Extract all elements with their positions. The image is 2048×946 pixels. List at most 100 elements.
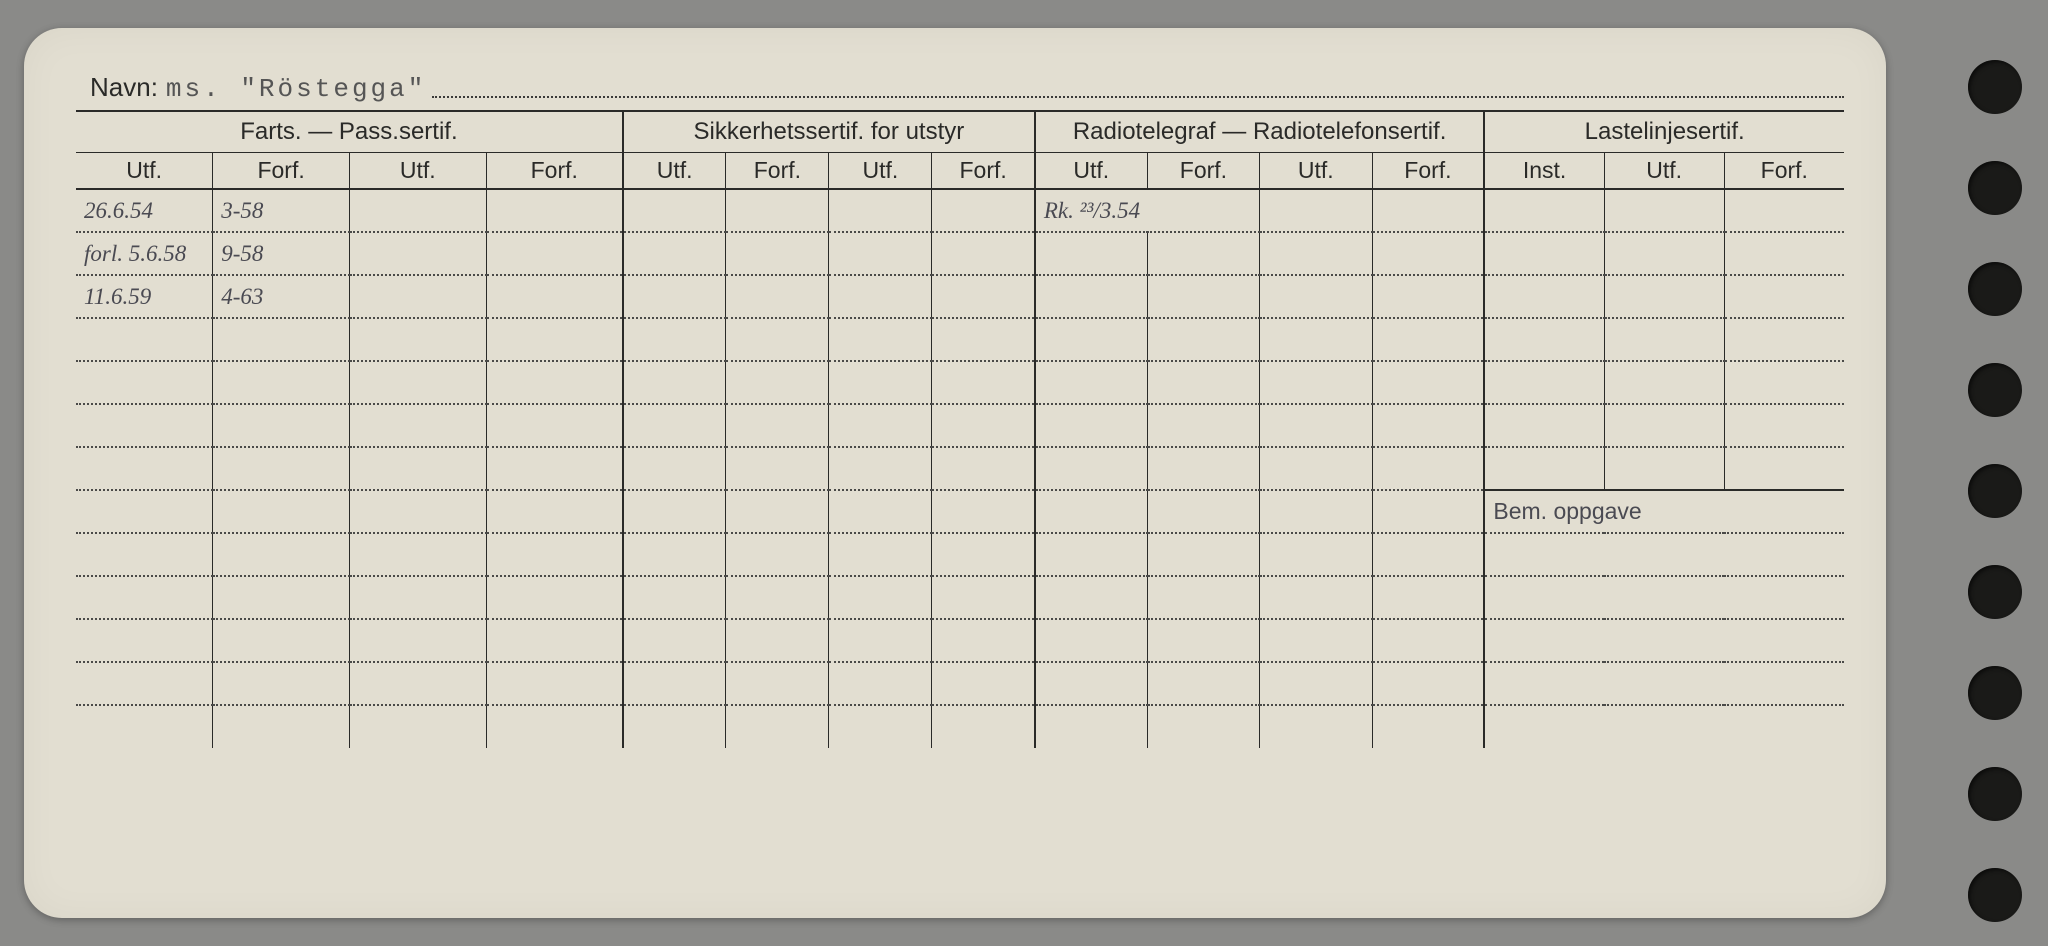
card-content: Navn: ms. "Röstegga" Farts. — Pass.serti… <box>76 72 1844 748</box>
table-row: 26.6.54 3-58 Rk. ²³/3.54 <box>76 189 1844 232</box>
navn-row: Navn: ms. "Röstegga" <box>76 72 1844 104</box>
cell <box>1035 232 1147 275</box>
cell: forl. 5.6.58 <box>76 232 213 275</box>
cell <box>829 232 932 275</box>
col-utf: Utf. <box>1604 153 1724 190</box>
cell <box>349 189 486 232</box>
col-forf: Forf. <box>1372 153 1484 190</box>
group-laste: Lastelinjesertif. <box>1484 111 1844 153</box>
col-utf: Utf. <box>349 153 486 190</box>
cell <box>1484 275 1604 318</box>
bem-cell <box>1484 619 1844 662</box>
hole-icon <box>1968 60 2022 114</box>
cell <box>1724 232 1844 275</box>
table-row <box>76 447 1844 490</box>
hole-icon <box>1968 464 2022 518</box>
col-inst: Inst. <box>1484 153 1604 190</box>
table-row <box>76 619 1844 662</box>
table-row: 11.6.59 4-63 <box>76 275 1844 318</box>
col-utf: Utf. <box>623 153 726 190</box>
col-utf: Utf. <box>829 153 932 190</box>
cell <box>1604 232 1724 275</box>
hole-icon <box>1968 262 2022 316</box>
cell <box>1260 232 1372 275</box>
col-utf: Utf. <box>1260 153 1372 190</box>
table-row <box>76 404 1844 447</box>
table-row <box>76 318 1844 361</box>
cell <box>829 275 932 318</box>
table-row <box>76 576 1844 619</box>
cell <box>1372 189 1484 232</box>
bem-cell <box>1484 576 1844 619</box>
navn-underline <box>432 96 1844 98</box>
navn-label: Navn: <box>90 72 158 103</box>
table-row <box>76 705 1844 748</box>
cell: 4-63 <box>213 275 350 318</box>
cell <box>1372 275 1484 318</box>
cell <box>486 275 623 318</box>
cell <box>1724 275 1844 318</box>
col-utf: Utf. <box>1035 153 1147 190</box>
cell <box>1372 232 1484 275</box>
certificate-table: Farts. — Pass.sertif. Sikkerhetssertif. … <box>76 110 1844 748</box>
cell <box>486 232 623 275</box>
cell <box>932 189 1035 232</box>
cell <box>1260 275 1372 318</box>
cell <box>932 275 1035 318</box>
col-forf: Forf. <box>213 153 350 190</box>
bem-cell <box>1484 705 1844 748</box>
cell <box>349 232 486 275</box>
sub-header-row: Utf. Forf. Utf. Forf. Utf. Forf. Utf. Fo… <box>76 153 1844 190</box>
table-row <box>76 533 1844 576</box>
cell: 26.6.54 <box>76 189 213 232</box>
cell <box>726 275 829 318</box>
cell <box>829 189 932 232</box>
cell <box>623 232 726 275</box>
index-card: Navn: ms. "Röstegga" Farts. — Pass.serti… <box>24 28 1886 918</box>
group-radio: Radiotelegraf — Radiotelefonsertif. <box>1035 111 1485 153</box>
table-row: Bem. oppgave <box>76 490 1844 533</box>
cell <box>1604 189 1724 232</box>
col-forf: Forf. <box>486 153 623 190</box>
cell <box>1035 275 1147 318</box>
cell: 3-58 <box>213 189 350 232</box>
cell <box>1147 275 1259 318</box>
cell <box>349 275 486 318</box>
table-row <box>76 662 1844 705</box>
cell <box>726 232 829 275</box>
cell <box>623 275 726 318</box>
col-forf: Forf. <box>1724 153 1844 190</box>
cell: 9-58 <box>213 232 350 275</box>
cell <box>1604 275 1724 318</box>
cell <box>486 189 623 232</box>
cell <box>623 189 726 232</box>
hole-icon <box>1968 565 2022 619</box>
group-sikker: Sikkerhetssertif. for utstyr <box>623 111 1035 153</box>
bem-cell <box>1484 662 1844 705</box>
col-forf: Forf. <box>1147 153 1259 190</box>
cell <box>1484 232 1604 275</box>
navn-value: ms. "Röstegga" <box>166 74 426 104</box>
col-forf: Forf. <box>726 153 829 190</box>
cell: 11.6.59 <box>76 275 213 318</box>
hole-icon <box>1968 767 2022 821</box>
hole-icon <box>1968 868 2022 922</box>
group-header-row: Farts. — Pass.sertif. Sikkerhetssertif. … <box>76 111 1844 153</box>
cell <box>1484 189 1604 232</box>
col-forf: Forf. <box>932 153 1035 190</box>
col-utf: Utf. <box>76 153 213 190</box>
cell <box>726 189 829 232</box>
hole-icon <box>1968 363 2022 417</box>
hole-icon <box>1968 161 2022 215</box>
group-farts: Farts. — Pass.sertif. <box>76 111 623 153</box>
cell: Rk. ²³/3.54 <box>1035 189 1260 232</box>
table-row <box>76 361 1844 404</box>
bem-oppgave-header: Bem. oppgave <box>1484 490 1844 533</box>
table-row: forl. 5.6.58 9-58 <box>76 232 1844 275</box>
cell <box>1724 189 1844 232</box>
binder-holes <box>1968 60 2022 922</box>
cell <box>1260 189 1372 232</box>
cell <box>1147 232 1259 275</box>
hole-icon <box>1968 666 2022 720</box>
cell <box>932 232 1035 275</box>
